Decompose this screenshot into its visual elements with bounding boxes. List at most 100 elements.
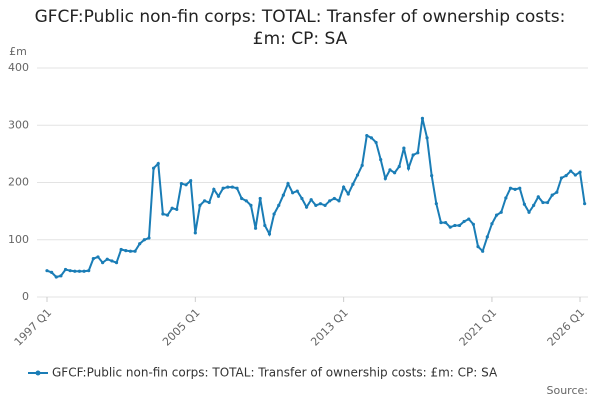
point — [532, 203, 536, 207]
point — [448, 225, 452, 229]
point — [314, 203, 318, 207]
point — [249, 203, 253, 207]
legend-label: GFCF:Public non-fin corps: TOTAL: Transf… — [52, 366, 498, 380]
y-axis-label: £m — [9, 45, 27, 58]
point — [393, 171, 397, 175]
point — [101, 261, 105, 265]
point — [583, 202, 587, 206]
x-tick-label: 2026 Q1 — [545, 306, 588, 349]
point — [522, 202, 526, 206]
point — [170, 206, 174, 210]
point — [555, 190, 559, 194]
point — [383, 176, 387, 181]
y-tick-label: 300 — [8, 118, 29, 131]
point — [281, 193, 285, 197]
point — [175, 207, 179, 212]
point — [365, 133, 369, 138]
point — [420, 116, 425, 120]
point — [434, 202, 438, 206]
point — [388, 168, 392, 172]
source: Source: — [547, 384, 589, 397]
y-tick-label: 100 — [8, 233, 29, 246]
point — [355, 173, 360, 177]
point — [379, 158, 383, 162]
point — [536, 195, 540, 199]
point — [161, 212, 165, 216]
point — [411, 153, 415, 157]
point — [216, 194, 221, 198]
point — [128, 249, 133, 253]
point — [179, 182, 184, 186]
point — [212, 187, 216, 191]
x-tick-label: 2021 Q1 — [457, 306, 500, 349]
point — [156, 162, 160, 166]
y-tick-label: 200 — [8, 176, 29, 189]
point — [374, 140, 378, 145]
point — [467, 217, 471, 221]
point — [527, 210, 531, 214]
point — [277, 203, 281, 207]
point — [513, 187, 517, 191]
point — [578, 170, 582, 174]
point — [504, 196, 508, 200]
point — [110, 259, 114, 263]
point — [397, 164, 401, 169]
x-tick-label: 1997 Q1 — [12, 306, 55, 349]
point — [230, 185, 234, 189]
chart-title: GFCF:Public non-fin corps: TOTAL: Transf… — [34, 7, 566, 49]
point — [309, 198, 313, 202]
point — [318, 202, 323, 206]
point — [430, 174, 434, 178]
point — [87, 269, 91, 273]
point — [559, 176, 564, 180]
point — [351, 182, 355, 186]
point — [133, 249, 137, 253]
x-tick-label: 2005 Q1 — [160, 306, 203, 349]
point — [342, 185, 346, 189]
point — [545, 200, 550, 205]
point — [198, 203, 202, 207]
point — [453, 223, 457, 228]
point — [73, 269, 77, 273]
point — [508, 186, 513, 190]
point — [300, 196, 304, 201]
point — [119, 247, 123, 252]
point — [416, 151, 420, 155]
point — [50, 270, 54, 274]
point — [337, 199, 341, 203]
point — [439, 220, 443, 225]
point — [476, 245, 480, 249]
point — [485, 235, 489, 239]
legend-marker — [35, 370, 41, 376]
point — [189, 179, 193, 183]
point — [304, 205, 309, 209]
point — [244, 199, 248, 203]
point — [207, 200, 211, 205]
point — [193, 231, 197, 235]
point — [291, 191, 295, 195]
point — [286, 182, 290, 186]
point — [494, 213, 499, 217]
point — [253, 226, 258, 230]
point — [54, 275, 58, 279]
point — [68, 269, 72, 273]
point — [443, 220, 448, 225]
point — [124, 249, 128, 253]
point — [258, 196, 262, 201]
point — [184, 183, 188, 187]
point — [425, 136, 429, 140]
point — [77, 269, 82, 273]
point — [550, 193, 554, 197]
point — [471, 222, 475, 226]
point — [114, 261, 119, 265]
point — [360, 163, 364, 167]
point — [332, 196, 336, 201]
point — [481, 249, 485, 253]
point — [45, 269, 49, 273]
y-tick-label: 400 — [8, 61, 29, 74]
point — [138, 242, 142, 246]
point — [406, 166, 411, 170]
point — [63, 267, 68, 272]
point — [541, 200, 545, 205]
